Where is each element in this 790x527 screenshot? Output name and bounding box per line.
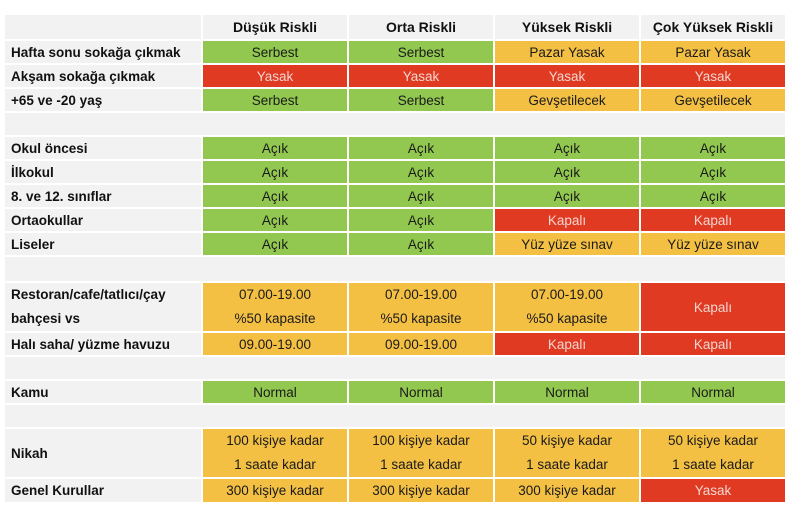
corner-cell (4, 14, 202, 40)
table-cell: Normal (494, 380, 640, 404)
table-cell: Gevşetilecek (494, 88, 640, 112)
table-cell-merged: Kapalı (640, 282, 786, 332)
row-label-high-schools: Liseler (4, 232, 202, 256)
table-cell: Serbest (202, 88, 348, 112)
cell-line: 50 kişiye kadar (667, 433, 759, 448)
row-label-line: bahçesi vs (11, 311, 81, 326)
column-header-medium: Orta Riskli (348, 14, 494, 40)
table-cell: Yasak (494, 64, 640, 88)
cell-line: 1 saate kadar (234, 457, 316, 472)
table-cell: Açık (348, 160, 494, 184)
table-cell: 300 kişiye kadar (202, 478, 348, 503)
row-label-middle-schools: Ortaokullar (4, 208, 202, 232)
row-label-preschool: Okul öncesi (4, 136, 202, 160)
cell-line: %50 kapasite (526, 311, 608, 326)
table-cell: Yasak (640, 478, 786, 503)
cell-line: %50 kapasite (380, 311, 462, 326)
table-cell: 09.00-19.00 (202, 332, 348, 356)
cell-line: 07.00-19.00 (530, 287, 604, 302)
table-cell: Kapalı (640, 208, 786, 232)
table-cell: Açık (640, 160, 786, 184)
table-cell: Yasak (640, 64, 786, 88)
table-cell: Yasak (348, 64, 494, 88)
table-cell: 09.00-19.00 (348, 332, 494, 356)
table-cell: Yüz yüze sınav (640, 232, 786, 256)
spacer-row (4, 356, 786, 380)
table-cell: Açık (202, 184, 348, 208)
table-cell: Gevşetilecek (640, 88, 786, 112)
row-label-wedding: Nikah (4, 428, 202, 478)
table-cell: Serbest (348, 88, 494, 112)
cell-line: 1 saate kadar (526, 457, 608, 472)
table-cell: Açık (494, 184, 640, 208)
table-cell: Kapalı (640, 332, 786, 356)
spacer-row (4, 112, 786, 136)
table-cell: Açık (640, 184, 786, 208)
table-cell: Açık (494, 160, 640, 184)
table-cell: 50 kişiye kadar 1 saate kadar (640, 428, 786, 478)
table-cell: 50 kişiye kadar 1 saate kadar (494, 428, 640, 478)
row-label-general-assemblies: Genel Kurullar (4, 478, 202, 503)
cell-line: 07.00-19.00 (238, 287, 312, 302)
cell-line: 07.00-19.00 (384, 287, 458, 302)
table-cell: 07.00-19.00 %50 kapasite (348, 282, 494, 332)
spacer-row (4, 256, 786, 282)
table-cell: 07.00-19.00 %50 kapasite (202, 282, 348, 332)
cell-line: 1 saate kadar (380, 457, 462, 472)
table-cell: Serbest (202, 40, 348, 64)
table-cell: Normal (640, 380, 786, 404)
table-cell: 300 kişiye kadar (348, 478, 494, 503)
table-cell: Kapalı (494, 332, 640, 356)
cell-line: 100 kişiye kadar (226, 433, 324, 448)
row-label-grades: 8. ve 12. sınıflar (4, 184, 202, 208)
row-label-line: Restoran/cafe/tatlıcı/çay (11, 287, 166, 302)
table-cell: Pazar Yasak (640, 40, 786, 64)
table-cell: Pazar Yasak (494, 40, 640, 64)
table-cell: Açık (348, 184, 494, 208)
cell-line: 1 saate kadar (672, 457, 754, 472)
row-label-age: +65 ve -20 yaş (4, 88, 202, 112)
table-cell: Açık (202, 208, 348, 232)
table-cell: 100 kişiye kadar 1 saate kadar (202, 428, 348, 478)
row-label-public: Kamu (4, 380, 202, 404)
table-cell: Açık (494, 136, 640, 160)
table-cell: 100 kişiye kadar 1 saate kadar (348, 428, 494, 478)
table-cell: Açık (202, 160, 348, 184)
column-header-high: Yüksek Riskli (494, 14, 640, 40)
table-cell: Açık (202, 232, 348, 256)
table-cell: Yasak (202, 64, 348, 88)
row-label-primary-school: İlkokul (4, 160, 202, 184)
table-cell: Normal (348, 380, 494, 404)
row-label-pitch-pool: Halı saha/ yüzme havuzu (4, 332, 202, 356)
column-header-very-high: Çok Yüksek Riskli (640, 14, 786, 40)
table-cell: Yüz yüze sınav (494, 232, 640, 256)
row-label-weekend: Hafta sonu sokağa çıkmak (4, 40, 202, 64)
table-cell: Açık (348, 208, 494, 232)
column-header-low: Düşük Riskli (202, 14, 348, 40)
cell-line: 50 kişiye kadar (521, 433, 613, 448)
row-label-restaurant: Restoran/cafe/tatlıcı/çay bahçesi vs (4, 282, 202, 332)
spacer-row (4, 404, 786, 428)
table-cell: Açık (640, 136, 786, 160)
table-cell: Açık (202, 136, 348, 160)
table-cell: 07.00-19.00 %50 kapasite (494, 282, 640, 332)
table-cell: Kapalı (494, 208, 640, 232)
table-cell: Açık (348, 232, 494, 256)
cell-line: 100 kişiye kadar (372, 433, 470, 448)
table-cell: Serbest (348, 40, 494, 64)
table-cell: Normal (202, 380, 348, 404)
row-label-evening: Akşam sokağa çıkmak (4, 64, 202, 88)
table-cell: 300 kişiye kadar (494, 478, 640, 503)
table-cell: Açık (348, 136, 494, 160)
cell-line: %50 kapasite (234, 311, 316, 326)
